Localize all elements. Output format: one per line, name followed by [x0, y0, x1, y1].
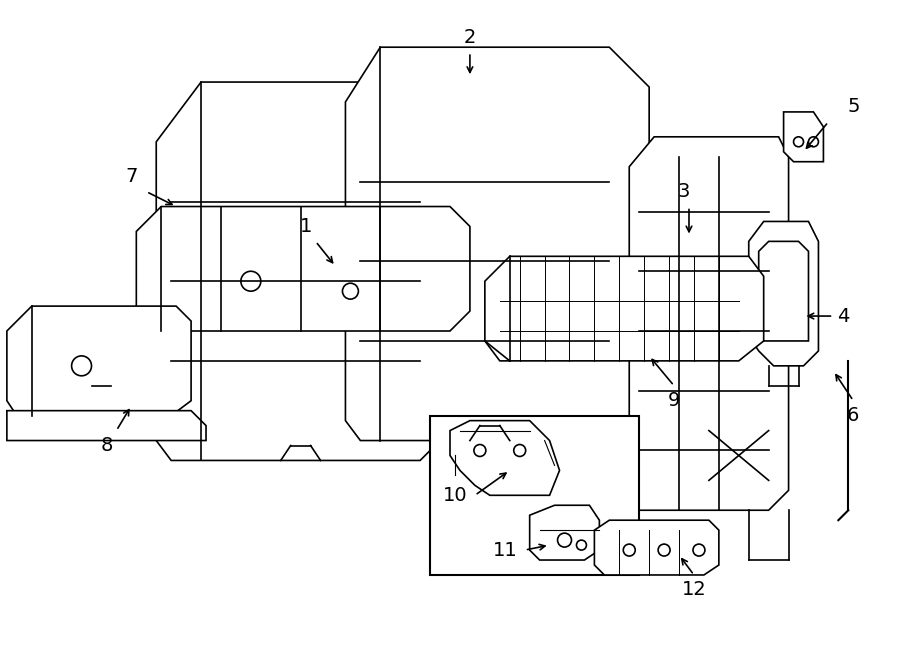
Polygon shape: [629, 137, 788, 510]
Text: 2: 2: [464, 28, 476, 47]
Text: 11: 11: [492, 541, 517, 560]
Text: 7: 7: [125, 167, 138, 186]
Text: 10: 10: [443, 486, 467, 505]
Polygon shape: [784, 112, 824, 162]
Polygon shape: [157, 82, 460, 461]
Text: 8: 8: [100, 436, 112, 455]
Polygon shape: [594, 520, 719, 575]
Text: 9: 9: [668, 391, 680, 410]
Text: 6: 6: [847, 406, 860, 425]
Polygon shape: [346, 47, 649, 440]
Polygon shape: [450, 420, 560, 495]
Polygon shape: [749, 221, 818, 366]
Polygon shape: [530, 505, 599, 560]
Text: 3: 3: [678, 182, 690, 201]
Text: 5: 5: [847, 97, 860, 116]
Text: 4: 4: [837, 307, 850, 326]
Polygon shape: [136, 206, 470, 331]
Text: 12: 12: [681, 580, 706, 600]
FancyBboxPatch shape: [430, 416, 639, 575]
Polygon shape: [759, 241, 808, 341]
Text: 1: 1: [300, 217, 311, 236]
Polygon shape: [7, 306, 191, 416]
Polygon shape: [7, 410, 206, 440]
Polygon shape: [485, 256, 764, 361]
